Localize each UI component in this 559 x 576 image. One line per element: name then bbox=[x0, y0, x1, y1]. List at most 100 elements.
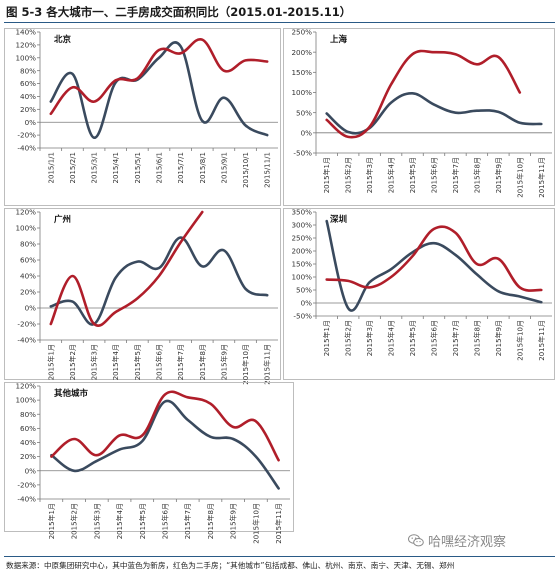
x-tick-label: 2015年2月 bbox=[68, 344, 77, 380]
x-tick-label: 2015年8月 bbox=[472, 157, 481, 193]
panel-title: 上海 bbox=[330, 34, 348, 45]
x-tick-label: 2015年1月 bbox=[47, 503, 56, 539]
y-tick-label: 150% bbox=[291, 260, 312, 269]
x-tick-label: 2015年1月 bbox=[46, 344, 55, 380]
x-tick-label: 2015/5/1 bbox=[134, 152, 142, 183]
chart-panel-guangzhou: -40% -20% 0% 20% 40% 60% 80% 100% 120% 2015年1月 201… bbox=[4, 208, 281, 385]
x-tick-label: 2015/11/1 bbox=[264, 152, 272, 188]
y-tick-label: 0% bbox=[25, 304, 37, 313]
series-line-new-home bbox=[325, 91, 543, 135]
y-tick-label: 80% bbox=[20, 66, 36, 75]
y-tick-label: 20% bbox=[20, 452, 36, 461]
chart-panel-other-cities: -40% -20% 0% 20% 40% 60% 80% 100% 120% 2015年1月 201… bbox=[4, 382, 294, 544]
x-tick-label: 2015年9月 bbox=[494, 320, 503, 356]
x-tick-label: 2015年4月 bbox=[115, 503, 124, 539]
x-tick-label: 2015年8月 bbox=[472, 320, 481, 356]
panel-frame bbox=[4, 382, 294, 532]
series-line-new-home bbox=[49, 236, 269, 326]
y-tick-label: 0% bbox=[301, 299, 313, 308]
panel-title: 广州 bbox=[54, 214, 71, 225]
x-tick-label: 2015年6月 bbox=[430, 320, 439, 356]
x-tick-label: 2015/3/1 bbox=[91, 152, 99, 183]
y-tick-label: -20% bbox=[17, 480, 36, 489]
y-tick-label: 60% bbox=[20, 79, 36, 88]
chart-panel-beijing: -40% -20% 0% 20% 40% 60% 80% 100% 120% 140% 2015/1… bbox=[4, 28, 281, 206]
y-tick-label: 120% bbox=[15, 382, 36, 391]
x-tick-label: 2015年2月 bbox=[344, 320, 353, 356]
y-tick-label: 20% bbox=[20, 288, 36, 297]
y-tick-label: 40% bbox=[20, 438, 36, 447]
x-tick-label: 2015年2月 bbox=[70, 503, 79, 539]
x-tick-label: 2015/10/1 bbox=[242, 152, 250, 188]
series-line-new-home bbox=[49, 41, 269, 139]
y-tick-label: -50% bbox=[293, 149, 312, 158]
chart-panel-shenzhen: -50% 0% 50% 100% 150% 200% 250% 300% 350% 2015年1月… bbox=[283, 208, 555, 380]
y-tick-label: 100% bbox=[291, 88, 312, 97]
x-tick-label: 2015/1/1 bbox=[47, 152, 55, 183]
x-tick-label: 2015年10月 bbox=[515, 157, 524, 198]
series-line-second-hand bbox=[50, 390, 280, 462]
y-tick-label: 40% bbox=[20, 272, 36, 281]
footer-divider bbox=[4, 556, 555, 557]
x-tick-label: 2015年7月 bbox=[451, 320, 460, 356]
y-tick-label: 140% bbox=[15, 28, 36, 37]
x-tick-label: 2015年3月 bbox=[365, 157, 374, 193]
y-tick-label: -50% bbox=[293, 312, 312, 321]
x-tick-label: 2015年6月 bbox=[430, 157, 439, 193]
x-tick-label: 2015/4/1 bbox=[112, 152, 120, 183]
y-tick-label: 250% bbox=[291, 28, 312, 37]
title-divider bbox=[4, 22, 555, 23]
y-tick-label: 150% bbox=[291, 68, 312, 77]
y-tick-label: 50% bbox=[296, 108, 312, 117]
series-line-new-home bbox=[50, 399, 280, 490]
y-tick-label: 60% bbox=[20, 424, 36, 433]
y-tick-label: 200% bbox=[291, 247, 312, 256]
x-tick-label: 2015/6/1 bbox=[156, 152, 164, 183]
y-tick-label: 40% bbox=[20, 92, 36, 101]
wechat-icon bbox=[408, 534, 424, 547]
panel-frame bbox=[283, 208, 555, 380]
y-tick-label: 120% bbox=[15, 208, 36, 217]
panel-frame bbox=[283, 28, 555, 206]
x-tick-label: 2015年7月 bbox=[183, 503, 192, 539]
y-tick-label: 80% bbox=[20, 410, 36, 419]
x-tick-label: 2015年3月 bbox=[92, 503, 101, 539]
series-line-second-hand bbox=[49, 38, 269, 116]
figure-title: 图 5-3 各大城市一、二手房成交面积同比（2015.01-2015.11） bbox=[6, 5, 352, 19]
y-tick-label: -40% bbox=[17, 144, 36, 153]
series-line-second-hand bbox=[325, 49, 522, 139]
chart-panel-shanghai: -50% 0% 50% 100% 150% 200% 250% 2015年1月 2015年2月 2… bbox=[283, 28, 555, 206]
x-tick-label: 2015年10月 bbox=[241, 344, 250, 385]
y-tick-label: 80% bbox=[20, 240, 36, 249]
y-tick-label: -20% bbox=[17, 320, 36, 329]
y-tick-label: 100% bbox=[15, 224, 36, 233]
x-tick-label: 2015年5月 bbox=[408, 157, 417, 193]
x-tick-label: 2015年3月 bbox=[90, 344, 99, 380]
x-tick-label: 2015年10月 bbox=[251, 503, 260, 544]
source-footnote: 数据来源：中原集团研究中心，其中蓝色为新房，红色为二手房；“其他城市”包括成都、… bbox=[6, 561, 455, 570]
series-line-new-home bbox=[325, 219, 543, 312]
x-tick-label: 2015年11月 bbox=[263, 344, 272, 385]
y-tick-label: 120% bbox=[15, 40, 36, 49]
x-tick-label: 2015年3月 bbox=[365, 320, 374, 356]
x-tick-label: 2015/2/1 bbox=[69, 152, 77, 183]
y-tick-label: 20% bbox=[20, 105, 36, 114]
x-tick-label: 2015/7/1 bbox=[177, 152, 185, 183]
watermark-text: 哈嘿经济观察 bbox=[428, 535, 507, 550]
x-tick-label: 2015年2月 bbox=[344, 157, 353, 193]
x-tick-label: 2015年11月 bbox=[274, 503, 283, 544]
x-tick-label: 2015年5月 bbox=[408, 320, 417, 356]
x-tick-label: 2015/9/1 bbox=[220, 152, 228, 183]
x-tick-label: 2015年6月 bbox=[155, 344, 164, 380]
watermark: 哈嘿经济观察 bbox=[408, 531, 506, 550]
y-tick-label: -40% bbox=[17, 495, 36, 504]
y-tick-label: 0% bbox=[25, 118, 37, 127]
y-tick-label: 350% bbox=[291, 208, 312, 217]
x-tick-label: 2015/8/1 bbox=[199, 152, 207, 183]
panel-frame bbox=[4, 208, 281, 380]
x-tick-label: 2015年8月 bbox=[198, 344, 207, 380]
panel-title: 其他城市 bbox=[54, 388, 89, 399]
y-tick-label: -20% bbox=[17, 131, 36, 140]
y-tick-label: 100% bbox=[15, 53, 36, 62]
panel-frame bbox=[4, 28, 281, 206]
